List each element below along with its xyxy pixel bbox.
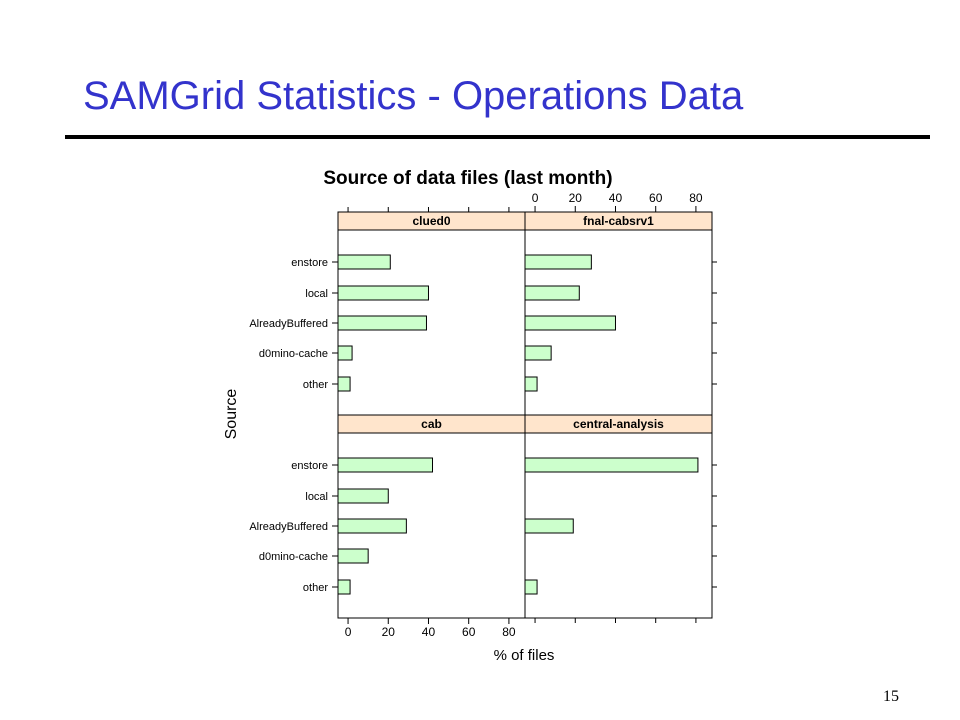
- x-tick-label: 80: [502, 625, 516, 639]
- x-axis-label: % of files: [494, 647, 555, 664]
- category-label: AlreadyBuffered: [249, 521, 328, 533]
- chart-title: Source of data files (last month): [323, 168, 612, 189]
- x-tick-label: 20: [569, 191, 583, 205]
- category-label: other: [303, 582, 328, 594]
- category-label: enstore: [291, 460, 328, 472]
- category-label: d0mino-cache: [259, 551, 328, 563]
- y-axis-label: Source: [223, 389, 240, 440]
- x-tick-label: 0: [345, 625, 352, 639]
- bar: [337, 376, 351, 392]
- title-divider: [65, 135, 930, 139]
- bar: [337, 548, 369, 564]
- panel-label: fnal-cabsrv1: [583, 214, 654, 228]
- bar: [337, 315, 427, 331]
- x-tick-label: 60: [649, 191, 663, 205]
- category-label: enstore: [291, 257, 328, 269]
- slide-title: SAMGrid Statistics - Operations Data: [83, 74, 744, 118]
- bar: [337, 254, 391, 270]
- bar: [524, 457, 699, 473]
- category-label: other: [303, 379, 328, 391]
- category-label: local: [305, 288, 328, 300]
- x-tick-label: 20: [382, 625, 396, 639]
- bar: [524, 254, 592, 270]
- panel-label: cab: [421, 417, 442, 431]
- bar: [337, 457, 434, 473]
- panel-label: central-analysis: [573, 417, 664, 431]
- bar: [337, 579, 351, 595]
- bar: [524, 285, 580, 301]
- bar: [524, 376, 538, 392]
- bar: [524, 579, 538, 595]
- x-tick-label: 60: [462, 625, 476, 639]
- bar: [337, 518, 407, 534]
- x-tick-label: 80: [689, 191, 703, 205]
- x-tick-label: 40: [609, 191, 623, 205]
- panel-label: clued0: [412, 214, 450, 228]
- x-tick-label: 0: [532, 191, 539, 205]
- category-label: local: [305, 491, 328, 503]
- bar: [524, 345, 552, 361]
- bar: [337, 285, 429, 301]
- category-label: d0mino-cache: [259, 348, 328, 360]
- x-tick-label: 40: [422, 625, 436, 639]
- bar: [337, 488, 389, 504]
- category-label: AlreadyBuffered: [249, 318, 328, 330]
- page-number: 15: [883, 688, 899, 705]
- bar: [524, 315, 616, 331]
- bar: [524, 518, 574, 534]
- bar: [337, 345, 353, 361]
